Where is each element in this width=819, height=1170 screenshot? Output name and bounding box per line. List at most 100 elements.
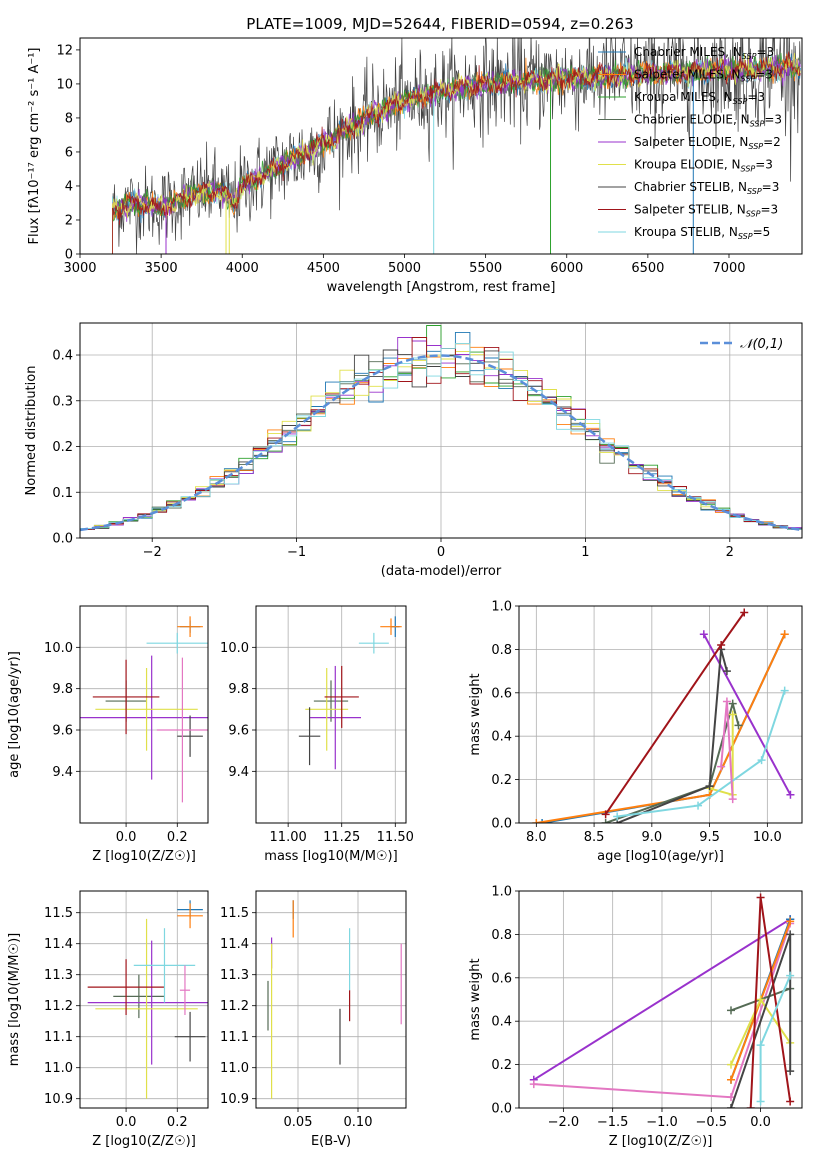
x-axis-label: Z [log10(Z/Z☉)]: [92, 1134, 196, 1149]
weight-marker: [786, 1097, 795, 1106]
weight-marker: [727, 1104, 736, 1108]
axes-frame: [79, 605, 209, 824]
plot-area-mass_vs_Z: [87, 900, 208, 1099]
y-axis-label: mass weight: [468, 673, 483, 755]
x-tick-label: 6000: [550, 261, 583, 276]
weight-marker: [728, 710, 737, 719]
x-axis-label: E(B-V): [311, 1134, 351, 1149]
weight-marker: [694, 801, 703, 810]
weight-marker: [699, 630, 708, 639]
legend-label: Salpeter MILES, NSSP=3: [634, 68, 773, 84]
x-tick-label: 8.5: [584, 830, 605, 845]
y-tick-label: 11.4: [220, 937, 249, 952]
weight-marker: [532, 819, 541, 823]
y-tick-label: 9.4: [52, 765, 73, 780]
plot-area-age_vs_mass: [298, 616, 402, 770]
y-tick-label: 0.4: [52, 349, 73, 364]
y-tick-label: 9.8: [228, 682, 249, 697]
x-tick-label: 2: [726, 545, 734, 560]
weight-marker: [722, 667, 731, 676]
y-tick-label: 10: [56, 77, 73, 92]
axes-age_vs_mass: 11.00 11.25 11.50 9.4 9.6 9.8 10.0: [220, 605, 414, 845]
y-tick-label: 12: [56, 43, 73, 58]
y-tick-label: 11.2: [44, 999, 73, 1014]
weight-line: [533, 918, 791, 1081]
axes-mass_weight_vs_age: 8.0 8.5 9.0 9.5 10.0 0.0 0.2 0.4 0.6 0.8 1.0: [491, 600, 803, 845]
y-tick-label: 1.0: [491, 600, 512, 615]
plot-area-spectrum: [111, 38, 801, 254]
y-tick-label: 0.2: [491, 773, 512, 788]
weight-marker: [746, 1104, 755, 1108]
x-tick-label: 11.50: [377, 830, 414, 845]
weight-marker: [786, 917, 795, 926]
axes-age_vs_Z: 0.0 0.2 9.4 9.6 9.8 10.0: [44, 605, 209, 845]
legend-label: 𝒩(0,1): [740, 337, 783, 352]
weight-marker: [780, 686, 789, 695]
axes-frame: [518, 890, 803, 1109]
weight-marker: [756, 1097, 765, 1106]
x-tick-label: −2.0: [548, 1115, 580, 1130]
axes-mass_vs_Z: 0.0 0.2 10.9 11.0 11.1 11.2 11.3 11.4 11.5: [44, 890, 209, 1130]
y-tick-label: 0.6: [491, 686, 512, 701]
plot-area-mass_weight_vs_age: [532, 608, 795, 823]
x-tick-label: 0.0: [750, 1115, 771, 1130]
spectrum-line: [111, 51, 801, 254]
weight-marker: [717, 762, 726, 771]
plot-area-residuals: [80, 325, 802, 532]
y-tick-label: 11.0: [220, 1061, 249, 1076]
spectrum-line: [112, 52, 801, 254]
x-tick-label: 9.5: [699, 830, 720, 845]
legend-label: Salpeter STELIB, NSSP=3: [634, 203, 778, 219]
weight-line: [536, 633, 786, 823]
y-tick-label: 0.4: [491, 1015, 512, 1030]
y-tick-label: 11.1: [220, 1030, 249, 1045]
x-tick-label: −0.5: [695, 1115, 727, 1130]
legend-label: Salpeter ELODIE, NSSP=2: [634, 135, 781, 151]
x-tick-label: 5000: [388, 261, 421, 276]
y-tick-label: 4: [65, 179, 73, 194]
legend-label: Kroupa STELIB, NSSP=5: [634, 225, 770, 241]
gaussian-curve: [80, 354, 802, 532]
weight-marker: [786, 790, 795, 799]
y-tick-label: 9.4: [228, 765, 249, 780]
x-tick-label: −2: [143, 545, 162, 560]
x-axis-label: wavelength [Angstrom, rest frame]: [327, 280, 556, 295]
y-tick-label: 10.0: [220, 641, 249, 656]
axes-frame: [255, 605, 407, 824]
x-axis-label: age [log10(age/yr)]: [597, 849, 724, 864]
weight-marker: [756, 995, 765, 1004]
x-tick-label: 3500: [145, 261, 178, 276]
y-tick-label: 0.4: [491, 730, 512, 745]
weight-line: [702, 633, 792, 796]
residual-legend: 𝒩(0,1): [700, 337, 783, 352]
weight-marker: [717, 641, 726, 650]
histogram-series: [80, 343, 802, 530]
x-tick-label: 11.00: [270, 830, 307, 845]
x-tick-label: 7000: [712, 261, 745, 276]
y-tick-label: 11.5: [220, 906, 249, 921]
x-tick-label: 10.0: [753, 830, 782, 845]
y-tick-label: 10.0: [44, 641, 73, 656]
y-axis-label: mass weight: [468, 958, 483, 1040]
y-axis-label: mass [log10(M/M☉)]: [7, 933, 22, 1066]
x-tick-label: 0.2: [167, 1115, 188, 1130]
weight-line: [604, 611, 746, 815]
x-tick-label: 4000: [226, 261, 259, 276]
axes-mass_weight_vs_Z: −2.0 −1.5 −1.0 −0.5 0.0 0.0 0.2 0.4 0.6 0.8 1.0: [491, 885, 803, 1130]
x-tick-label: 11.25: [323, 830, 360, 845]
y-tick-label: 0.0: [491, 1102, 512, 1117]
x-axis-label: Z [log10(Z/Z☉)]: [92, 849, 196, 864]
axes-mass_vs_EBV: 0.05 0.10 10.9 11.0 11.1 11.2 11.3 11.4 11.5: [220, 890, 407, 1130]
y-axis-label: Normed distribution: [24, 366, 39, 496]
legend-label: Chabrier ELODIE, NSSP=3: [634, 113, 782, 129]
x-axis-label: (data-model)/error: [381, 564, 502, 579]
x-tick-label: −1: [287, 545, 306, 560]
x-tick-label: 9.0: [641, 830, 662, 845]
y-tick-label: 11.4: [44, 937, 73, 952]
spectrum-line: [111, 54, 801, 254]
y-tick-label: 11.1: [44, 1030, 73, 1045]
weight-marker: [727, 1060, 736, 1069]
y-axis-label: Flux [fλ10⁻¹⁷ erg cm⁻² s⁻¹ A⁻¹]: [27, 48, 42, 245]
legend-label: Chabrier MILES, NSSP=3: [634, 45, 774, 61]
figure-title: PLATE=1009, MJD=52644, FIBERID=0594, z=0…: [246, 15, 633, 33]
